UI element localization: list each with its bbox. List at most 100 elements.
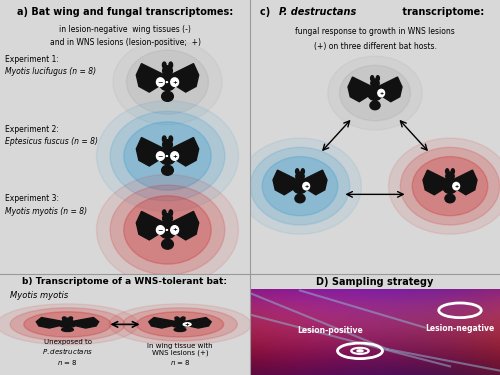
Ellipse shape — [110, 111, 225, 201]
Text: transcriptome:: transcriptome: — [399, 7, 484, 17]
Text: +: + — [172, 153, 177, 159]
Ellipse shape — [296, 169, 299, 174]
Text: Eptesicus fuscus (n = 8): Eptesicus fuscus (n = 8) — [5, 137, 98, 146]
Polygon shape — [375, 77, 402, 102]
Ellipse shape — [340, 65, 410, 121]
Ellipse shape — [162, 136, 166, 142]
Text: −: − — [158, 228, 163, 232]
Ellipse shape — [175, 317, 178, 319]
Ellipse shape — [172, 321, 188, 327]
Ellipse shape — [162, 66, 172, 76]
Ellipse shape — [159, 147, 176, 165]
Ellipse shape — [296, 172, 304, 181]
Ellipse shape — [124, 122, 211, 190]
Text: +: + — [172, 80, 177, 85]
Polygon shape — [180, 318, 211, 328]
Ellipse shape — [109, 304, 251, 345]
Ellipse shape — [96, 174, 238, 285]
Text: Lesion-negative: Lesion-negative — [426, 324, 494, 333]
Ellipse shape — [250, 147, 350, 225]
Ellipse shape — [96, 100, 238, 211]
Text: Myotis lucifugus (n = 8): Myotis lucifugus (n = 8) — [5, 67, 96, 76]
Ellipse shape — [162, 62, 166, 68]
Ellipse shape — [446, 169, 449, 174]
Ellipse shape — [69, 317, 72, 319]
Ellipse shape — [122, 308, 238, 341]
Ellipse shape — [162, 214, 172, 223]
Ellipse shape — [328, 56, 422, 130]
Circle shape — [171, 152, 178, 160]
Text: b) Transcriptome of a WNS-tolerant bat:: b) Transcriptome of a WNS-tolerant bat: — [22, 277, 228, 286]
Ellipse shape — [376, 76, 380, 81]
Circle shape — [156, 152, 164, 160]
Text: and in WNS lesions (lesion-positive;  +): and in WNS lesions (lesion-positive; +) — [50, 38, 201, 47]
Polygon shape — [423, 170, 450, 195]
Polygon shape — [348, 77, 375, 102]
Text: +: + — [454, 184, 458, 189]
Ellipse shape — [175, 318, 185, 322]
Ellipse shape — [159, 221, 176, 238]
Text: P. destructans: P. destructans — [279, 7, 356, 17]
Ellipse shape — [182, 317, 185, 319]
Ellipse shape — [10, 308, 125, 341]
Polygon shape — [168, 138, 198, 166]
Circle shape — [156, 78, 164, 86]
Text: Experiment 2:: Experiment 2: — [5, 124, 59, 134]
Polygon shape — [68, 318, 98, 328]
Ellipse shape — [169, 210, 172, 216]
Ellipse shape — [371, 79, 379, 87]
Text: Experiment 1:: Experiment 1: — [5, 55, 59, 64]
Ellipse shape — [162, 92, 173, 101]
Text: +: + — [304, 184, 308, 189]
Text: Unexposed to
$\it{P. destructans}$
$n$ = 8: Unexposed to $\it{P. destructans}$ $n$ =… — [42, 339, 93, 367]
Ellipse shape — [136, 312, 224, 337]
Circle shape — [357, 350, 363, 352]
Text: Myotis myotis: Myotis myotis — [10, 291, 68, 300]
Ellipse shape — [124, 196, 211, 264]
Polygon shape — [300, 170, 327, 195]
Ellipse shape — [126, 50, 208, 114]
Ellipse shape — [169, 136, 172, 142]
Ellipse shape — [388, 138, 500, 234]
Ellipse shape — [162, 210, 166, 216]
Ellipse shape — [24, 312, 111, 337]
Ellipse shape — [301, 169, 304, 174]
Ellipse shape — [412, 157, 488, 216]
Ellipse shape — [445, 194, 455, 203]
Circle shape — [183, 323, 191, 326]
Ellipse shape — [0, 304, 138, 345]
Text: −: − — [158, 80, 163, 85]
Circle shape — [171, 226, 178, 234]
Text: +: + — [184, 322, 190, 327]
Text: Myotis myotis (n = 8): Myotis myotis (n = 8) — [5, 207, 87, 216]
Ellipse shape — [400, 147, 500, 225]
Ellipse shape — [62, 317, 66, 319]
Circle shape — [171, 78, 178, 86]
Polygon shape — [450, 170, 477, 195]
Text: fungal response to growth in WNS lesions: fungal response to growth in WNS lesions — [295, 27, 455, 36]
Polygon shape — [149, 318, 180, 328]
Ellipse shape — [62, 328, 74, 332]
Circle shape — [303, 183, 310, 190]
Text: In wing tissue with
WNS lesions (+)
$n$ = 8: In wing tissue with WNS lesions (+) $n$ … — [147, 343, 213, 367]
Ellipse shape — [162, 140, 172, 150]
Ellipse shape — [442, 179, 458, 194]
Circle shape — [156, 226, 164, 234]
Ellipse shape — [113, 39, 222, 125]
Polygon shape — [168, 211, 198, 240]
Ellipse shape — [59, 321, 76, 327]
Ellipse shape — [162, 239, 173, 249]
Text: Experiment 3:: Experiment 3: — [5, 194, 59, 203]
Ellipse shape — [446, 172, 454, 181]
Polygon shape — [136, 138, 168, 166]
Ellipse shape — [162, 165, 173, 175]
Text: (+) on three different bat hosts.: (+) on three different bat hosts. — [314, 42, 436, 51]
Text: −: − — [158, 153, 163, 159]
Ellipse shape — [368, 86, 382, 100]
Ellipse shape — [159, 74, 176, 91]
Polygon shape — [136, 211, 168, 240]
Text: c): c) — [260, 7, 274, 17]
Ellipse shape — [174, 328, 186, 332]
Ellipse shape — [292, 179, 308, 194]
Ellipse shape — [295, 194, 305, 203]
